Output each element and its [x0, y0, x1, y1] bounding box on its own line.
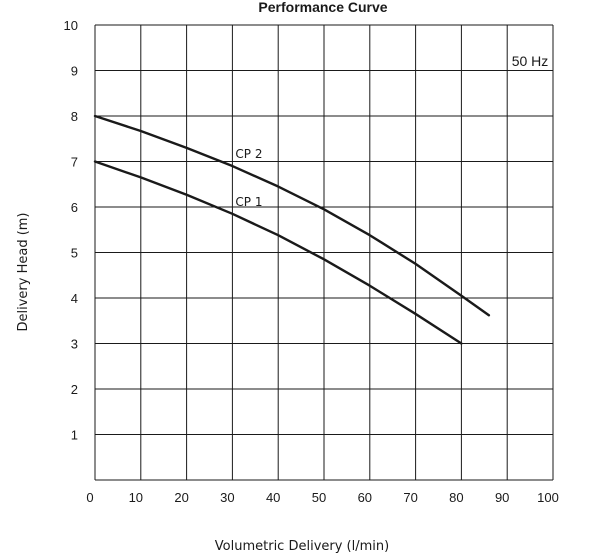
y-tick-label: 7	[71, 155, 78, 170]
y-tick-label: 6	[71, 200, 78, 215]
x-tick-label: 90	[495, 490, 509, 505]
x-tick-label: 70	[403, 490, 417, 505]
frequency-annotation: 50 Hz	[512, 53, 549, 69]
x-tick-label: 80	[449, 490, 463, 505]
x-tick-label: 60	[358, 490, 372, 505]
x-tick-labels: 0 10 20 30 40 50 60 70 80 90 100	[86, 490, 558, 505]
y-tick-label: 2	[71, 382, 78, 397]
y-tick-label: 5	[71, 246, 78, 261]
y-tick-label: 3	[71, 337, 78, 352]
curves	[93, 114, 491, 345]
x-tick-label: 50	[312, 490, 326, 505]
y-axis-label: Delivery Head (m)	[16, 212, 31, 331]
x-tick-label: 0	[86, 490, 93, 505]
y-tick-label: 9	[71, 64, 78, 79]
x-tick-label: 10	[129, 490, 143, 505]
chart-title: Performance Curve	[258, 0, 387, 15]
y-tick-label: 1	[71, 428, 78, 443]
y-tick-label: 8	[71, 109, 78, 124]
series-label: CP 1	[235, 195, 262, 209]
y-tick-label: 10	[64, 18, 78, 33]
x-tick-label: 100	[537, 490, 559, 505]
x-tick-label: 40	[266, 490, 280, 505]
x-tick-label: 30	[220, 490, 234, 505]
x-tick-label: 20	[174, 490, 188, 505]
series-label: CP 2	[235, 147, 262, 161]
series-labels: CP 2 CP 1	[235, 147, 262, 209]
curve-cp-1	[93, 160, 463, 345]
grid	[94, 24, 554, 481]
y-tick-labels: 1 2 3 4 5 6 7 8 9 10	[64, 18, 78, 443]
curve-cp-2	[93, 114, 491, 317]
x-axis-label: Volumetric Delivery (l/min)	[215, 539, 389, 554]
y-tick-label: 4	[71, 291, 78, 306]
